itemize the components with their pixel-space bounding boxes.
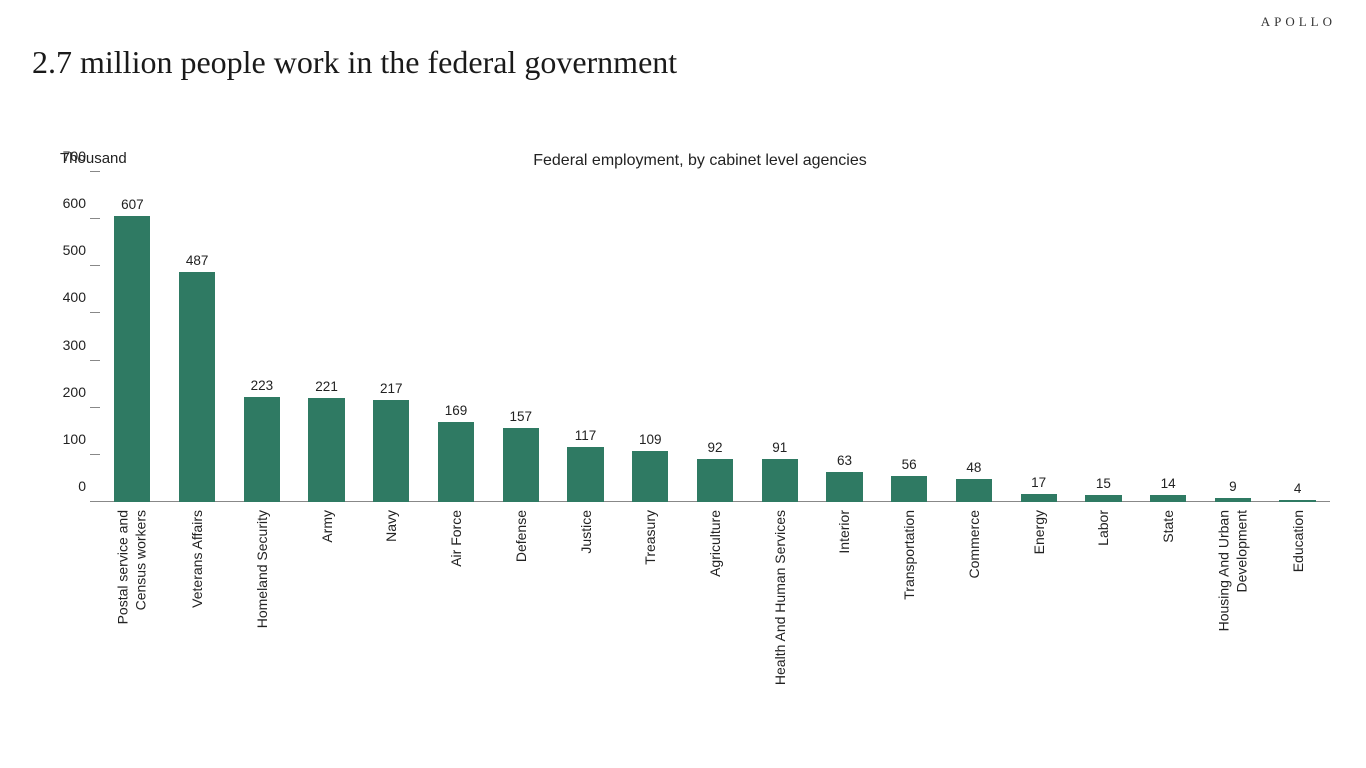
x-axis-category-label: Housing And Urban Development (1215, 502, 1250, 672)
bar-slot: 15Labor (1071, 172, 1136, 502)
y-tick (90, 265, 100, 266)
bar: 109 (632, 451, 668, 502)
bar-value-label: 487 (179, 253, 215, 272)
bar: 91 (762, 459, 798, 502)
bar: 607 (114, 216, 150, 502)
y-tick-label: 500 (63, 242, 86, 258)
x-axis-category-label: Navy (383, 502, 399, 542)
y-tick-label: 200 (63, 384, 86, 400)
bar-slot: 117Justice (553, 172, 618, 502)
x-axis-category-label: Education (1290, 502, 1306, 572)
bar-value-label: 217 (373, 381, 409, 400)
bar-slot: 157Defense (488, 172, 553, 502)
y-tick (90, 454, 100, 455)
y-tick (90, 218, 100, 219)
bar: 14 (1150, 495, 1186, 502)
bar-slot: 63Interior (812, 172, 877, 502)
chart-container: Thousand Federal employment, by cabinet … (60, 150, 1340, 730)
bar-slot: 487Veterans Affairs (165, 172, 230, 502)
bar: 92 (697, 459, 733, 502)
bar-value-label: 109 (632, 432, 668, 451)
chart-title: Federal employment, by cabinet level age… (60, 152, 1340, 170)
bar: 157 (503, 428, 539, 502)
bar-value-label: 607 (114, 197, 150, 216)
x-axis-category-label: Postal service and Census workers (115, 502, 150, 672)
y-tick (90, 407, 100, 408)
bar-value-label: 63 (826, 453, 862, 472)
page-title: 2.7 million people work in the federal g… (32, 44, 677, 81)
bar-value-label: 4 (1279, 481, 1315, 500)
bar-value-label: 91 (762, 440, 798, 459)
y-tick-label: 100 (63, 431, 86, 447)
y-tick-label: 300 (63, 337, 86, 353)
bar-slot: 91Health And Human Services (747, 172, 812, 502)
y-tick (90, 501, 100, 502)
bar-slot: 14State (1136, 172, 1201, 502)
y-tick (90, 312, 100, 313)
bar: 117 (567, 447, 603, 502)
bars-group: 607Postal service and Census workers487V… (100, 172, 1330, 502)
x-axis-category-label: State (1160, 502, 1176, 543)
bar: 487 (179, 272, 215, 502)
bar-slot: 223Homeland Security (229, 172, 294, 502)
y-tick-label: 400 (63, 289, 86, 305)
x-axis-category-label: Army (319, 502, 335, 543)
bar-value-label: 223 (244, 378, 280, 397)
x-axis-category-label: Air Force (448, 502, 464, 567)
x-axis-category-label: Defense (513, 502, 529, 562)
x-axis-category-label: Interior (836, 502, 852, 554)
bar-slot: 217Navy (359, 172, 424, 502)
x-axis-category-label: Energy (1031, 502, 1047, 554)
bar-slot: 109Treasury (618, 172, 683, 502)
x-axis-category-label: Agriculture (707, 502, 723, 577)
bar: 48 (956, 479, 992, 502)
x-axis-category-label: Justice (578, 502, 594, 554)
bar: 169 (438, 422, 474, 502)
bar-slot: 9Housing And Urban Development (1201, 172, 1266, 502)
x-axis-category-label: Treasury (642, 502, 658, 565)
bar-value-label: 117 (567, 428, 603, 447)
x-axis-category-label: Veterans Affairs (189, 502, 205, 608)
bar-value-label: 169 (438, 403, 474, 422)
y-tick (90, 171, 100, 172)
bar-value-label: 157 (503, 409, 539, 428)
y-tick-label: 0 (78, 478, 86, 494)
y-tick-label: 700 (63, 148, 86, 164)
bar-slot: 169Air Force (424, 172, 489, 502)
bar-slot: 221Army (294, 172, 359, 502)
bar: 217 (373, 400, 409, 502)
bar-value-label: 221 (308, 379, 344, 398)
bar: 63 (826, 472, 862, 502)
bar-slot: 607Postal service and Census workers (100, 172, 165, 502)
bar-value-label: 17 (1021, 475, 1057, 494)
bar: 223 (244, 397, 280, 502)
x-axis-category-label: Labor (1095, 502, 1111, 546)
bar-slot: 56Transportation (877, 172, 942, 502)
bar-value-label: 92 (697, 440, 733, 459)
bar: 56 (891, 476, 927, 502)
bar-value-label: 48 (956, 460, 992, 479)
brand-label: APOLLO (1261, 14, 1336, 30)
bar-slot: 4Education (1265, 172, 1330, 502)
bar-value-label: 14 (1150, 476, 1186, 495)
x-axis-category-label: Commerce (966, 502, 982, 578)
bar-slot: 17Energy (1006, 172, 1071, 502)
bar: 15 (1085, 495, 1121, 502)
bar-value-label: 9 (1215, 479, 1251, 498)
x-axis-category-label: Homeland Security (254, 502, 270, 628)
x-axis-category-label: Health And Human Services (772, 502, 788, 685)
bar: 17 (1021, 494, 1057, 502)
bar-slot: 92Agriculture (683, 172, 748, 502)
bar: 221 (308, 398, 344, 502)
bar-value-label: 15 (1085, 476, 1121, 495)
bar-slot: 48Commerce (942, 172, 1007, 502)
y-tick-label: 600 (63, 195, 86, 211)
x-axis-category-label: Transportation (901, 502, 917, 600)
plot-area: 607Postal service and Census workers487V… (100, 172, 1330, 502)
y-tick (90, 360, 100, 361)
bar-value-label: 56 (891, 457, 927, 476)
page: APOLLO 2.7 million people work in the fe… (0, 0, 1366, 768)
